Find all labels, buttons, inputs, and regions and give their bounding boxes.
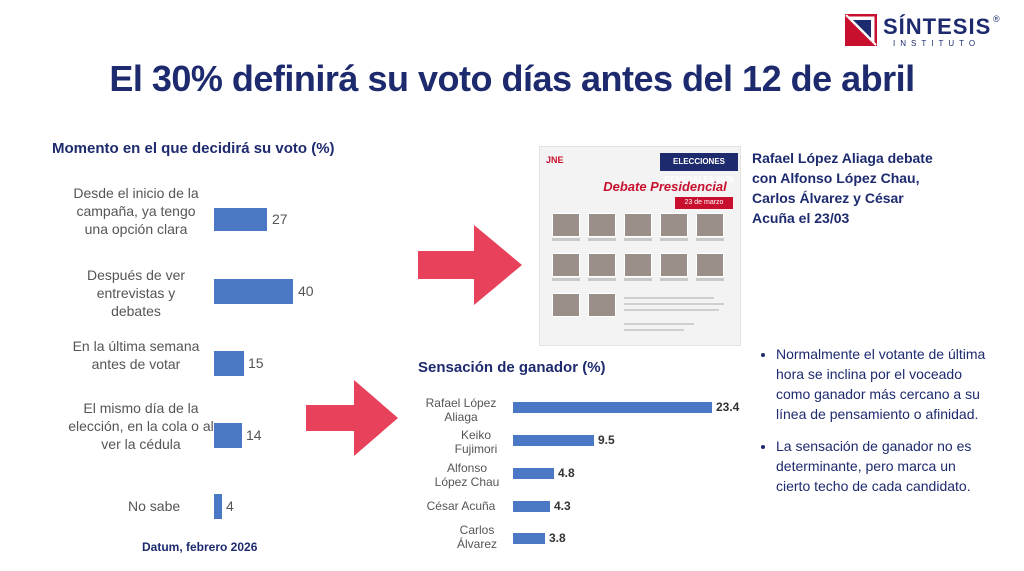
poster-date: 23 de marzo — [675, 197, 733, 209]
candidate-photo — [552, 253, 580, 277]
debate-poster-image: JNE ELECCIONES GENERALES 2026 Debate Pre… — [539, 146, 741, 346]
candidate-photo — [552, 213, 580, 237]
poster-text-line — [624, 303, 724, 305]
photo-caption — [660, 238, 688, 241]
photo-caption — [588, 278, 616, 281]
candidate-photo — [588, 293, 616, 317]
bar-alvarez — [513, 533, 545, 544]
value-label: 27 — [272, 211, 288, 227]
poster-text-line — [624, 323, 694, 325]
candidate-label: Rafael López Aliaga — [425, 396, 497, 424]
candidate-label: Alfonso López Chau — [434, 461, 500, 489]
bar-lopez-chau — [513, 468, 554, 479]
candidate-label: Keiko Fujimori — [454, 428, 498, 456]
poster-title: Debate Presidencial — [603, 179, 727, 194]
photo-caption — [696, 278, 724, 281]
value-label: 40 — [298, 283, 314, 299]
value-label: 14 — [246, 427, 262, 443]
arrow-right-icon — [418, 225, 522, 305]
photo-caption — [696, 238, 724, 241]
bullet-item: Normalmente el votante de última hora se… — [776, 344, 988, 424]
category-label: No sabe — [128, 498, 181, 514]
value-label: 3.8 — [549, 531, 566, 545]
candidate-photo — [696, 253, 724, 277]
photo-caption — [660, 278, 688, 281]
bar-after-debates — [214, 279, 293, 304]
value-label: 4.3 — [554, 499, 571, 513]
debate-note: Rafael López Aliaga debate con Alfonso L… — [752, 150, 933, 226]
value-label: 9.5 — [598, 433, 615, 447]
arrow-right-icon — [306, 380, 398, 456]
poster-text-line — [624, 297, 714, 299]
poster-text-line — [624, 329, 684, 331]
left-chart-title: Momento en el que decidirá su voto (%) — [52, 140, 335, 157]
category-label: Después de ver entrevistas y debates — [86, 267, 186, 319]
bar-fujimori — [513, 435, 594, 446]
right-chart-title: Sensación de ganador (%) — [418, 359, 606, 376]
candidate-photo — [588, 253, 616, 277]
insight-bullets: Normalmente el votante de última hora se… — [762, 344, 988, 508]
poster-org: JNE — [546, 155, 564, 165]
candidate-label: César Acuña — [426, 499, 496, 513]
page-title: El 30% definirá su voto días antes del 1… — [109, 58, 915, 99]
photo-caption — [624, 278, 652, 281]
candidate-photo — [624, 213, 652, 237]
value-label: 4.8 — [558, 466, 575, 480]
logo-mark-icon — [845, 14, 877, 46]
bar-lopez-aliaga — [513, 402, 712, 413]
logo: SÍNTESIS ® INSTITUTO — [845, 14, 1005, 50]
value-label: 23.4 — [716, 400, 740, 414]
logo-subtitle: INSTITUTO — [893, 39, 981, 48]
candidate-photo — [696, 213, 724, 237]
source-note: Datum, febrero 2026 — [142, 540, 258, 554]
photo-caption — [624, 238, 652, 241]
value-label: 15 — [248, 355, 264, 371]
poster-tag: ELECCIONES GENERALES 2026 — [660, 153, 738, 184]
logo-name: SÍNTESIS — [883, 14, 992, 39]
bar-early — [214, 208, 267, 231]
candidate-photo — [552, 293, 580, 317]
bar-election-day — [214, 423, 242, 448]
bar-acuna — [513, 501, 550, 512]
category-label: En la última semana antes de votar — [72, 338, 200, 372]
bar-dont-know — [214, 494, 222, 519]
photo-caption — [588, 238, 616, 241]
candidate-photo — [660, 253, 688, 277]
photo-caption — [552, 238, 580, 241]
bullet-item: La sensación de ganador no es determinan… — [776, 436, 988, 496]
candidate-photo — [660, 213, 688, 237]
category-label: Desde el inicio de la campaña, ya tengo … — [73, 185, 199, 237]
value-label: 4 — [226, 498, 234, 514]
photo-caption — [552, 278, 580, 281]
candidate-label: Carlos Álvarez — [456, 523, 497, 551]
bar-last-week — [214, 351, 244, 376]
candidate-photo — [588, 213, 616, 237]
candidate-photo — [624, 253, 652, 277]
poster-text-line — [624, 309, 719, 311]
category-label: El mismo día de la elección, en la cola … — [68, 400, 214, 452]
logo-registered: ® — [993, 14, 1000, 24]
